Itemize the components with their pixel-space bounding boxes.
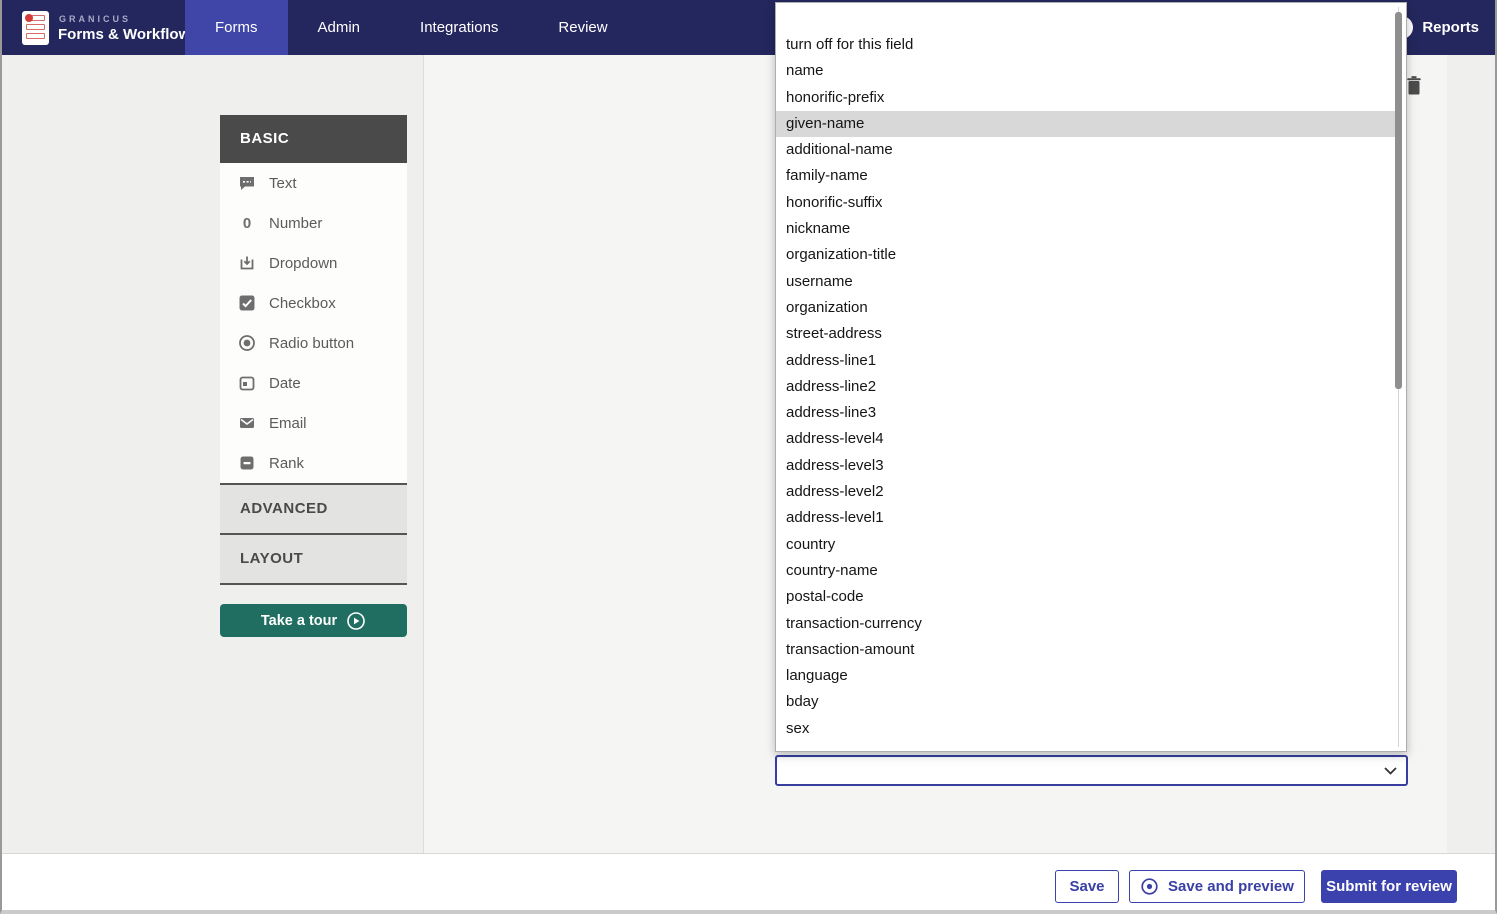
dropdown-option[interactable]: username — [786, 272, 853, 290]
chevron-down-icon — [1384, 767, 1397, 775]
dropdown-option[interactable]: turn off for this field — [786, 36, 914, 53]
submit-button-label: Submit for review — [1326, 878, 1452, 895]
sidebar-item-label: Radio button — [269, 334, 355, 352]
nav-tabs: Forms Admin Integrations Review — [185, 0, 638, 55]
sidebar-item-rank[interactable]: Rank — [220, 443, 407, 483]
sidebar-item-label: Email — [269, 414, 307, 432]
dropdown-option[interactable]: nickname — [786, 220, 851, 238]
dropdown-option[interactable]: language — [786, 667, 848, 685]
email-icon — [238, 414, 256, 432]
dropdown-option[interactable]: address-line2 — [786, 377, 877, 395]
date-icon — [238, 374, 256, 392]
dropdown-option[interactable]: honorific-prefix — [786, 88, 885, 106]
sidebar-item-label: Text — [269, 174, 297, 192]
sidebar-section-layout[interactable]: LAYOUT — [220, 533, 407, 585]
text-icon — [238, 174, 256, 192]
sidebar-item-label: Checkbox — [269, 294, 336, 312]
sidebar-section-advanced[interactable]: ADVANCED — [220, 483, 407, 533]
sidebar-item-label: Rank — [269, 454, 305, 472]
dropdown-option[interactable]: country-name — [786, 561, 878, 579]
sidebar-item-text[interactable]: Text — [220, 163, 407, 203]
sidebar-item-dropdown[interactable]: Dropdown — [220, 243, 407, 283]
dropdown-option[interactable]: given-name — [776, 110, 1402, 138]
field-type-sidebar: BASIC Text 0 Number Dropdown — [220, 115, 407, 637]
dropdown-option[interactable]: sex — [786, 719, 810, 737]
dropdown-option[interactable]: name — [786, 62, 824, 80]
action-bar: Save Save and preview Submit for review — [2, 853, 1495, 910]
dropdown-option[interactable]: family-name — [786, 167, 868, 185]
dropdown-option[interactable]: country — [786, 535, 836, 553]
dropdown-option[interactable]: address-level4 — [786, 430, 884, 448]
dropdown-option[interactable]: street-address — [786, 325, 882, 343]
sidebar-basic-items: Text 0 Number Dropdown Checkbox — [220, 163, 407, 483]
sidebar-item-label: Dropdown — [269, 254, 338, 272]
delete-field-trash-icon[interactable] — [1405, 75, 1423, 97]
dropdown-scrollbar-thumb[interactable] — [1395, 12, 1402, 389]
brand-name: GRANICUS — [59, 14, 132, 24]
sidebar-item-number[interactable]: 0 Number — [220, 203, 407, 243]
dropdown-option[interactable]: address-level3 — [786, 456, 884, 474]
eye-icon — [1141, 878, 1158, 895]
dropdown-option[interactable]: address-level2 — [786, 483, 884, 501]
play-icon — [347, 611, 365, 630]
sidebar-section-basic[interactable]: BASIC — [220, 115, 407, 163]
dropdown-option[interactable]: postal-code — [786, 588, 864, 606]
rank-icon — [238, 454, 256, 472]
sidebar-item-label: Date — [269, 374, 301, 392]
dropdown-option[interactable]: organization-title — [786, 246, 897, 264]
sidebar-item-email[interactable]: Email — [220, 403, 407, 443]
dropdown-option[interactable]: organization — [786, 298, 868, 316]
radio-icon — [238, 334, 256, 352]
granicus-logo-icon[interactable] — [22, 11, 49, 45]
reports-label: Reports — [1422, 19, 1479, 36]
checkbox-icon — [238, 294, 256, 312]
save-button-label: Save — [1069, 878, 1105, 895]
dropdown-option[interactable]: address-line3 — [786, 404, 877, 422]
nav-tab-forms[interactable]: Forms — [185, 0, 288, 55]
dropdown-icon — [238, 254, 256, 272]
sidebar-item-radio[interactable]: Radio button — [220, 323, 407, 363]
sidebar-item-checkbox[interactable]: Checkbox — [220, 283, 407, 323]
browser-autofill-select[interactable] — [775, 755, 1408, 786]
sidebar-item-label: Number — [269, 214, 323, 232]
save-and-preview-button[interactable]: Save and preview — [1129, 870, 1305, 903]
take-a-tour-button[interactable]: Take a tour — [220, 604, 407, 637]
dropdown-option[interactable]: address-line1 — [786, 351, 877, 369]
dropdown-option[interactable]: address-level1 — [786, 509, 884, 527]
dropdown-option[interactable]: additional-name — [786, 141, 893, 159]
save-button[interactable]: Save — [1055, 870, 1119, 903]
dropdown-option[interactable]: transaction-amount — [786, 640, 915, 658]
submit-for-review-button[interactable]: Submit for review — [1321, 870, 1457, 903]
nav-tab-admin[interactable]: Admin — [317, 19, 361, 36]
autofill-options-dropdown: turn off for this field name honorific-p… — [775, 2, 1407, 752]
save-preview-label: Save and preview — [1168, 878, 1294, 895]
nav-tab-integrations[interactable]: Integrations — [420, 19, 499, 36]
tour-button-label: Take a tour — [260, 612, 338, 629]
dropdown-option[interactable]: honorific-suffix — [786, 193, 883, 211]
sidebar-item-date[interactable]: Date — [220, 363, 407, 403]
nav-tab-review[interactable]: Review — [558, 19, 608, 36]
brand-product: Forms & Workflow — [58, 26, 191, 43]
dropdown-option[interactable]: bday — [786, 693, 819, 711]
dropdown-option[interactable]: transaction-currency — [786, 614, 922, 632]
number-icon: 0 — [242, 214, 252, 232]
